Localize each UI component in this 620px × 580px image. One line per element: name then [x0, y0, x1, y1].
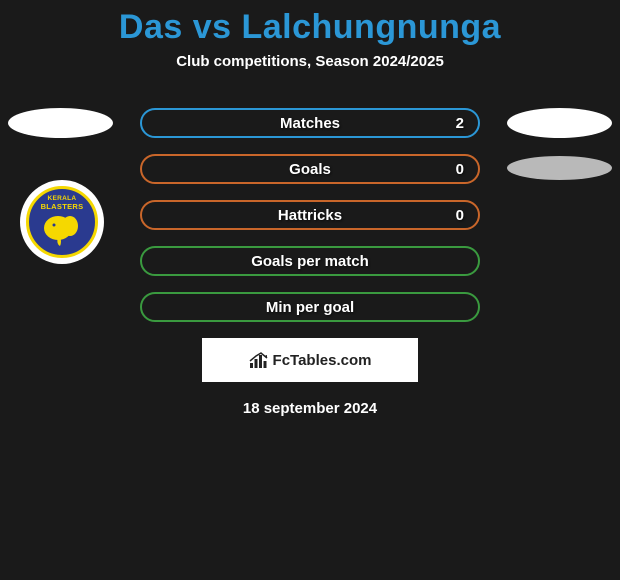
- kerala-blasters-badge: KERALA BLASTERS: [26, 186, 98, 258]
- stat-row: Goals per match: [0, 246, 620, 276]
- stats-content: KERALA BLASTERS Matches 2 Goals 0 Hattricks 0…: [0, 108, 620, 417]
- brand-box[interactable]: FcTables.com: [202, 338, 418, 382]
- stat-label: Min per goal: [266, 299, 354, 316]
- brand-label: FcTables.com: [273, 352, 372, 369]
- stat-label: Hattricks: [278, 207, 342, 224]
- stat-bar: Hattricks 0: [140, 200, 480, 230]
- stat-value: 0: [456, 207, 464, 224]
- stat-label: Goals: [289, 161, 331, 178]
- elephant-icon: [40, 212, 84, 248]
- stat-bar: Min per goal: [140, 292, 480, 322]
- logo-text-2: BLASTERS: [41, 203, 84, 211]
- stat-bar: Goals 0: [140, 154, 480, 184]
- stat-label: Matches: [280, 115, 340, 132]
- date-label: 18 september 2024: [0, 400, 620, 417]
- chart-icon: [249, 350, 271, 370]
- avatar-left-placeholder: [8, 108, 113, 138]
- stat-bar: Goals per match: [140, 246, 480, 276]
- page-subtitle: Club competitions, Season 2024/2025: [0, 53, 620, 70]
- stat-row: Min per goal: [0, 292, 620, 322]
- stat-bar: Matches 2: [140, 108, 480, 138]
- avatar-right-placeholder-2: [507, 156, 612, 180]
- stat-value: 2: [456, 115, 464, 132]
- team-logo-left: KERALA BLASTERS: [20, 180, 104, 264]
- stat-value: 0: [456, 161, 464, 178]
- avatar-right-placeholder: [507, 108, 612, 138]
- stat-label: Goals per match: [251, 253, 369, 270]
- page-title: Das vs Lalchungnunga: [0, 0, 620, 47]
